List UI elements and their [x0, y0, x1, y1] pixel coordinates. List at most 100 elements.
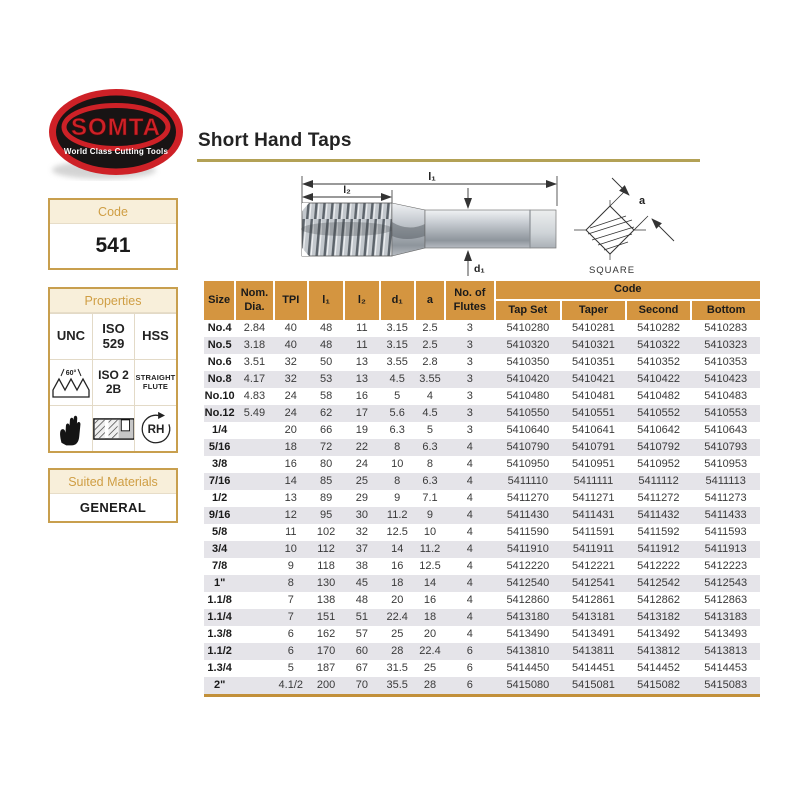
table-row: 5/16 18 72 22 8 6.3 4 5410790 5410791 5410792 5410…	[204, 439, 760, 456]
value-cell: 16	[423, 594, 437, 606]
value-cell: 5411272	[637, 492, 680, 504]
value-cell: 5411270	[506, 492, 549, 504]
value-cell	[235, 422, 273, 439]
value-cell: 13	[344, 371, 380, 388]
size-cell: No.10	[204, 390, 235, 402]
table-row: 9/16 12 95 30 11.2 9 4 5411430 5411431 5411432 541…	[204, 507, 760, 524]
value-cell: 12.5	[419, 560, 441, 572]
value-cell: 4.5	[379, 371, 415, 388]
property-flute-type: STRAIGHT FLUTE	[134, 359, 176, 405]
value-cell: 4	[466, 594, 473, 606]
value-cell: 28	[379, 643, 415, 660]
col-header-a: a	[413, 281, 446, 320]
value-cell: 4.17	[235, 371, 274, 388]
value-cell: 5410352	[637, 356, 680, 368]
value-cell: 32	[284, 356, 297, 368]
value-cell: 5.6	[379, 405, 415, 422]
thread-profile-icon: 60°	[52, 368, 90, 398]
value-cell: 5414451	[572, 662, 615, 674]
property-iso-spec: ISO 529	[92, 313, 134, 359]
value-cell	[235, 456, 273, 473]
dim-d1-label: d₁	[474, 263, 485, 275]
value-cell: 58	[319, 390, 333, 402]
value-cell: 13	[284, 492, 297, 504]
value-cell: 5413180	[494, 609, 562, 626]
col-header-l2: l₂	[343, 281, 380, 320]
value-cell: 20	[284, 424, 297, 436]
value-cell: 5413490	[506, 628, 550, 640]
value-cell: 5410951	[572, 458, 615, 470]
col-header-flutes: No. of Flutes	[444, 281, 495, 320]
suited-materials-header: Suited Materials	[50, 470, 176, 494]
value-cell: 5414450	[506, 662, 550, 674]
value-cell: 138	[316, 594, 336, 606]
value-cell: 5412543	[691, 575, 760, 592]
dim-l1-label: l₁	[428, 171, 436, 183]
suited-materials-value: GENERAL	[79, 500, 147, 515]
value-cell: 4	[445, 609, 495, 626]
value-cell: 32	[273, 371, 308, 388]
size-cell: 1.3/4	[207, 662, 232, 674]
table-row: 1.1/4 7 151 51 22.4 18 4 5413180 5413181 5413182 5…	[204, 609, 760, 626]
value-cell	[235, 524, 273, 541]
svg-text:60°: 60°	[66, 369, 77, 377]
value-cell: 14	[414, 575, 446, 592]
value-cell: 28	[414, 677, 446, 697]
value-cell: 5410321	[561, 337, 626, 354]
value-cell: 10	[273, 541, 308, 558]
size-cell: 3/4	[204, 541, 236, 558]
value-cell: 5412222	[637, 560, 680, 572]
value-cell: 5410350	[506, 356, 550, 368]
value-cell: 3	[466, 322, 473, 334]
value-cell: 29	[355, 492, 369, 504]
value-cell: 5411431	[561, 507, 626, 524]
value-cell: 19	[355, 424, 369, 436]
value-cell: 66	[319, 424, 333, 436]
property-glove	[50, 405, 92, 451]
value-cell: 5411432	[625, 507, 692, 524]
value-cell: 3	[445, 371, 495, 388]
value-cell: 5411110	[494, 473, 562, 490]
value-cell: 31.5	[386, 662, 408, 674]
size-cell: 7/8	[211, 560, 228, 572]
value-cell: 5	[426, 424, 434, 436]
value-cell: 14	[273, 473, 308, 490]
value-cell: 51	[344, 609, 380, 626]
value-cell: 25	[391, 628, 404, 640]
value-cell: 22.4	[414, 643, 446, 660]
value-cell: 4	[445, 575, 495, 592]
value-cell: 118	[317, 560, 335, 572]
size-cell: No.8	[204, 371, 236, 388]
value-cell: 5410322	[625, 337, 692, 354]
value-cell: 3.15	[379, 337, 415, 354]
value-cell: 5411271	[572, 492, 615, 504]
value-cell: 5413811	[561, 643, 626, 660]
value-cell: 5411591	[572, 526, 615, 538]
value-cell: 4	[466, 458, 473, 470]
value-cell: 22.4	[379, 609, 415, 626]
value-cell: 3.55	[414, 371, 446, 388]
value-cell: 4	[445, 439, 495, 456]
size-cell: No.5	[204, 337, 236, 354]
value-cell: 7.1	[422, 492, 438, 504]
value-cell: 57	[355, 628, 369, 640]
value-cell: 5410482	[637, 390, 680, 402]
value-cell: 5	[394, 390, 401, 402]
size-cell: 1/4	[211, 424, 228, 436]
table-row: 5/8 11 102 32 12.5 10 4 5411590 5411591 5411592 54…	[204, 524, 760, 541]
table-row: 1" 8 130 45 18 14 4 5412540 5412541 5412542 541254…	[204, 575, 760, 592]
dim-l2-label: l₂	[343, 184, 351, 196]
value-cell: 60	[344, 643, 380, 660]
value-cell: 5413810	[494, 643, 562, 660]
property-section	[92, 405, 135, 451]
col-header-tap-set: Tap Set	[493, 299, 562, 320]
value-cell: 4	[466, 628, 473, 640]
value-cell: 5411430	[494, 507, 562, 524]
value-cell: 5413492	[637, 628, 680, 640]
dim-a-label: a	[639, 195, 646, 207]
value-cell: 3.18	[235, 337, 274, 354]
table-row: No.12 5.49 24 62 17 5.6 4.5 3 5410550 5410551 5410…	[204, 405, 760, 422]
value-cell: 4.5	[414, 405, 446, 422]
glove-icon	[60, 415, 81, 445]
